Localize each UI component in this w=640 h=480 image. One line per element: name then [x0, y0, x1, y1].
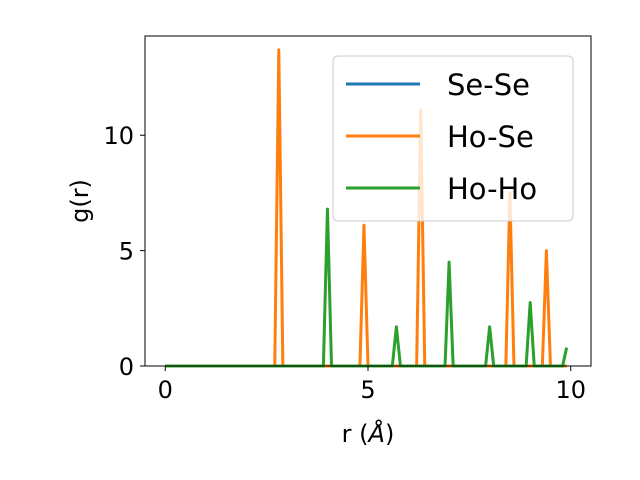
y-tick-label: 10: [103, 122, 134, 150]
legend: Se-Se Ho-Se Ho-Ho: [332, 55, 574, 222]
x-tick-label: 5: [360, 376, 375, 404]
legend-box: [332, 55, 574, 222]
legend-items: Se-Se Ho-Se Ho-Ho: [346, 68, 537, 206]
y-tick-label: 0: [119, 353, 134, 381]
y-axis-label: g(r): [66, 179, 94, 223]
y-tick-label: 5: [119, 238, 134, 266]
x-tick-label: 0: [158, 376, 173, 404]
ticks-layer: 0 5 10 0 5 10: [103, 122, 586, 404]
legend-label-ho-ho: Ho-Ho: [447, 172, 537, 206]
series-line-ho-ho: [165, 207, 569, 368]
x-tick-label: 10: [555, 376, 586, 404]
legend-label-se-se: Se-Se: [447, 68, 530, 102]
x-axis-label: r (Å): [342, 419, 395, 448]
legend-label-ho-se: Ho-Se: [447, 120, 534, 154]
